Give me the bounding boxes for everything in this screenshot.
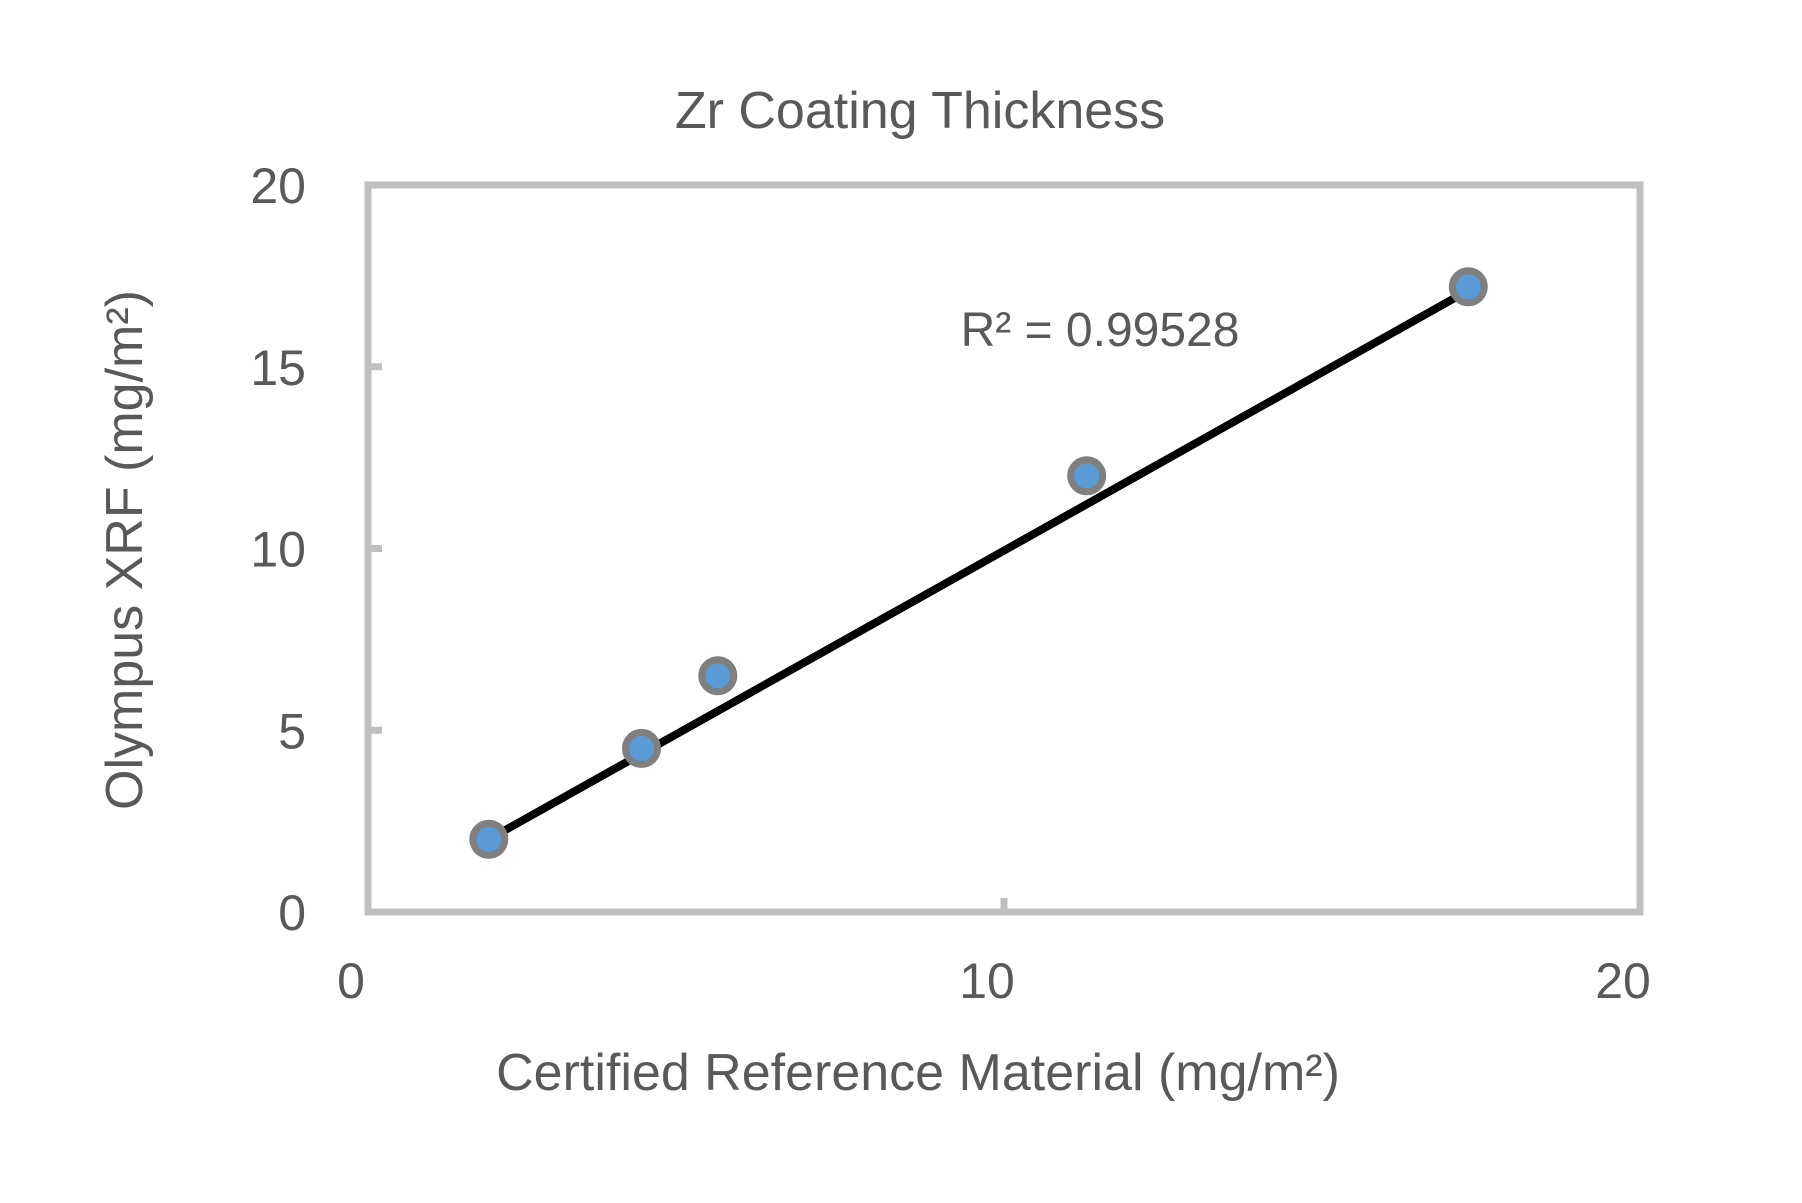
- chart-title: Zr Coating Thickness: [675, 82, 1165, 140]
- x-tick-label: 0: [337, 953, 365, 1009]
- data-point: [1448, 267, 1488, 307]
- y-tick-label: 20: [250, 158, 306, 214]
- x-axis-tick-labels: 0 10 20: [337, 953, 1651, 1009]
- y-axis-tick-labels: 0 5 10 15 20: [250, 158, 306, 941]
- data-point: [698, 656, 738, 696]
- y-tick-label: 5: [278, 703, 306, 759]
- x-tick-label: 10: [959, 953, 1015, 1009]
- data-point: [469, 819, 509, 859]
- y-tick-label: 10: [250, 522, 306, 578]
- r-squared-annotation: R² = 0.99528: [961, 304, 1240, 357]
- data-point: [1067, 456, 1107, 496]
- data-points: [469, 267, 1488, 859]
- x-axis-label: Certified Reference Material (mg/m²): [496, 1044, 1340, 1102]
- x-tick-label: 20: [1595, 953, 1651, 1009]
- tick-marks: [368, 363, 1008, 912]
- data-point: [621, 728, 661, 768]
- y-axis-label: Olympus XRF (mg/m²): [96, 290, 154, 810]
- y-tick-label: 0: [278, 885, 306, 941]
- y-tick-label: 15: [250, 340, 306, 396]
